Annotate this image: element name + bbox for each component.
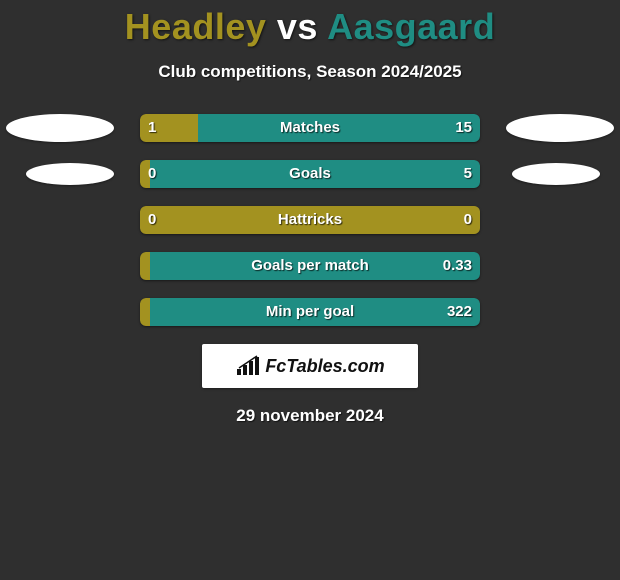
subtitle: Club competitions, Season 2024/2025 xyxy=(0,62,620,82)
bar-left xyxy=(140,160,150,188)
bar-left xyxy=(140,114,198,142)
bar-right xyxy=(150,160,480,188)
stat-row: Hattricks00 xyxy=(0,206,620,234)
bar-track xyxy=(140,206,480,234)
logo-box: FcTables.com xyxy=(202,344,418,388)
bar-left xyxy=(140,206,480,234)
bar-left xyxy=(140,298,150,326)
player1-name: Headley xyxy=(125,6,267,47)
player2-marker xyxy=(512,163,600,185)
player2-marker xyxy=(506,114,614,142)
bar-track xyxy=(140,252,480,280)
player2-name: Aasgaard xyxy=(327,6,495,47)
bar-right xyxy=(198,114,480,142)
bar-left xyxy=(140,252,150,280)
comparison-infographic: Headley vs Aasgaard Club competitions, S… xyxy=(0,6,620,426)
comparison-bars: Matches115Goals05Hattricks00Goals per ma… xyxy=(0,114,620,326)
bar-track xyxy=(140,114,480,142)
date-text: 29 november 2024 xyxy=(0,406,620,426)
stat-row: Min per goal322 xyxy=(0,298,620,326)
logo-text: FcTables.com xyxy=(265,356,384,377)
bar-right xyxy=(150,298,480,326)
player1-marker xyxy=(6,114,114,142)
bar-right xyxy=(150,252,480,280)
bar-track xyxy=(140,160,480,188)
title-vs: vs xyxy=(277,6,318,47)
player1-marker xyxy=(26,163,114,185)
stat-row: Goals per match0.33 xyxy=(0,252,620,280)
page-title: Headley vs Aasgaard xyxy=(0,6,620,48)
bar-chart-icon xyxy=(235,355,261,377)
bar-track xyxy=(140,298,480,326)
